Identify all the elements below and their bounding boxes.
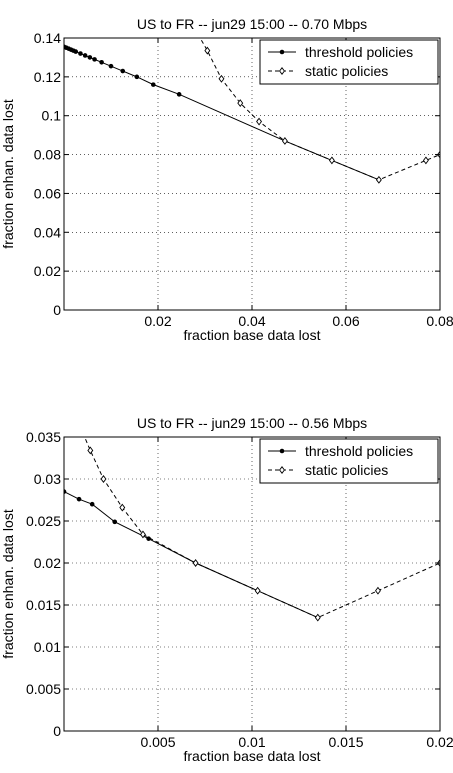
y-tick-label: 0.02: [34, 263, 61, 279]
static-point: [218, 74, 225, 83]
threshold-point: [176, 92, 182, 97]
threshold-point: [134, 74, 140, 80]
threshold-point: [146, 536, 151, 541]
x-tick-label: 0.06: [332, 313, 359, 329]
y-tick-label: 0.06: [34, 185, 61, 201]
x-tick-label: 0.02: [144, 313, 171, 329]
static-point: [100, 475, 107, 483]
static-point: [80, 430, 85, 436]
static-point: [237, 99, 244, 108]
y-tick-label: 0.14: [34, 30, 61, 46]
threshold-point: [112, 519, 118, 525]
threshold-point: [120, 68, 126, 74]
y-tick-label: 0.005: [26, 681, 61, 697]
static-point: [254, 586, 261, 595]
y-axis-label: fraction enhan. data lost: [0, 509, 16, 659]
x-tick-label: 0.04: [238, 313, 265, 329]
x-tick-label: 0.01: [238, 734, 265, 750]
threshold-point: [89, 501, 95, 507]
legend: threshold policies static policies: [259, 438, 439, 484]
threshold-point: [92, 57, 97, 62]
static-series-line: [199, 38, 440, 181]
threshold-point: [108, 63, 114, 69]
y-tick-label: 0.01: [34, 639, 61, 655]
legend-box: [259, 39, 439, 85]
chart-title: US to FR -- jun29 15:00 -- 0.70 Mbps: [137, 16, 367, 32]
legend-marker: [279, 448, 285, 454]
plot-bottom: 0.005 0.01 0.015 0.02 0 0.005 0.01 0.015 0.02 0.0…: [0, 415, 453, 764]
y-tick-label: 0: [53, 302, 61, 318]
threshold-series-line: [64, 491, 319, 619]
legend-marker: [279, 466, 285, 474]
threshold-point: [73, 49, 79, 54]
threshold-point: [76, 496, 82, 502]
y-axis-label: fraction enhan. data lost: [0, 99, 16, 249]
threshold-point: [64, 489, 67, 494]
static-point: [139, 530, 146, 539]
legend-marker: [279, 67, 285, 75]
threshold-point: [87, 55, 93, 60]
legend-entry-label: static policies: [305, 462, 388, 478]
legend: threshold policies static policies: [259, 39, 439, 85]
y-tick-label: 0.08: [34, 147, 61, 163]
static-point: [281, 137, 288, 145]
x-tick-label: 0.08: [426, 313, 453, 329]
y-tick-label: 0.015: [26, 597, 61, 613]
static-point: [422, 156, 429, 165]
y-tick-label: 0.035: [26, 429, 61, 445]
legend-entry-label: static policies: [305, 63, 388, 79]
static-point: [119, 503, 126, 512]
legend-box: [259, 438, 439, 484]
threshold-point: [78, 51, 83, 56]
static-point: [192, 559, 199, 567]
x-tick-label: 0.02: [426, 734, 453, 750]
y-tick-label: 0.02: [34, 555, 61, 571]
threshold-point: [82, 53, 88, 58]
threshold-point: [151, 82, 156, 87]
static-point: [328, 156, 335, 165]
static-point: [314, 613, 321, 622]
legend-entry-label: threshold policies: [305, 443, 413, 459]
y-tick-label: 0: [53, 723, 61, 739]
series-group: [64, 38, 440, 184]
static-point: [256, 117, 263, 126]
static-point: [87, 446, 94, 455]
plot-top: 0.02 0.04 0.06 0.08 0 0.02 0.04 0.06 0.08 0.1 0.12…: [0, 16, 453, 343]
y-tick-label: 0.025: [26, 513, 61, 529]
y-tick-label: 0.04: [34, 224, 61, 240]
y-tick-label: 0.12: [34, 69, 61, 85]
static-series-line: [84, 437, 440, 619]
threshold-point: [99, 59, 104, 65]
y-tick-label: 0.03: [34, 471, 61, 487]
legend-entry-label: threshold policies: [305, 44, 413, 60]
series-group: [64, 430, 440, 622]
x-tick-label: 0.015: [328, 734, 363, 750]
static-point: [375, 175, 382, 184]
x-axis-label: fraction base data lost: [184, 748, 321, 764]
x-axis-label: fraction base data lost: [184, 327, 321, 343]
static-point: [204, 46, 211, 55]
chart-title: US to FR -- jun29 15:00 -- 0.56 Mbps: [137, 415, 367, 431]
static-point: [374, 586, 381, 595]
y-tick-label: 0.1: [42, 108, 62, 124]
x-tick-label: 0.005: [140, 734, 175, 750]
legend-marker: [279, 49, 285, 55]
